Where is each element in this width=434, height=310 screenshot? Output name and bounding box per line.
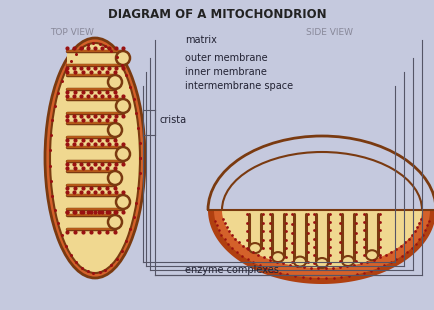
Ellipse shape (108, 171, 122, 185)
Ellipse shape (50, 43, 140, 273)
Polygon shape (208, 210, 434, 284)
Ellipse shape (272, 252, 284, 262)
Ellipse shape (116, 195, 130, 209)
Ellipse shape (249, 243, 261, 253)
Ellipse shape (108, 215, 122, 229)
Text: SIDE VIEW: SIDE VIEW (306, 28, 354, 37)
Ellipse shape (108, 123, 122, 137)
Text: TOP VIEW: TOP VIEW (50, 28, 94, 37)
Text: inner membrane: inner membrane (185, 67, 267, 77)
Ellipse shape (116, 51, 130, 65)
Ellipse shape (116, 99, 130, 113)
Polygon shape (222, 210, 422, 268)
Polygon shape (214, 210, 430, 278)
Text: outer membrane: outer membrane (185, 53, 268, 63)
Text: crista: crista (160, 115, 187, 125)
Text: DIAGRAM OF A MITOCHONDRION: DIAGRAM OF A MITOCHONDRION (108, 8, 326, 21)
Ellipse shape (366, 250, 378, 260)
Ellipse shape (116, 147, 130, 161)
Text: intermembrane space: intermembrane space (185, 81, 293, 91)
Ellipse shape (316, 258, 328, 268)
Ellipse shape (108, 75, 122, 89)
Text: matrix: matrix (185, 35, 217, 45)
Ellipse shape (294, 257, 306, 267)
Ellipse shape (45, 38, 145, 278)
Ellipse shape (342, 256, 354, 266)
Text: enzyme complexes: enzyme complexes (185, 265, 279, 275)
